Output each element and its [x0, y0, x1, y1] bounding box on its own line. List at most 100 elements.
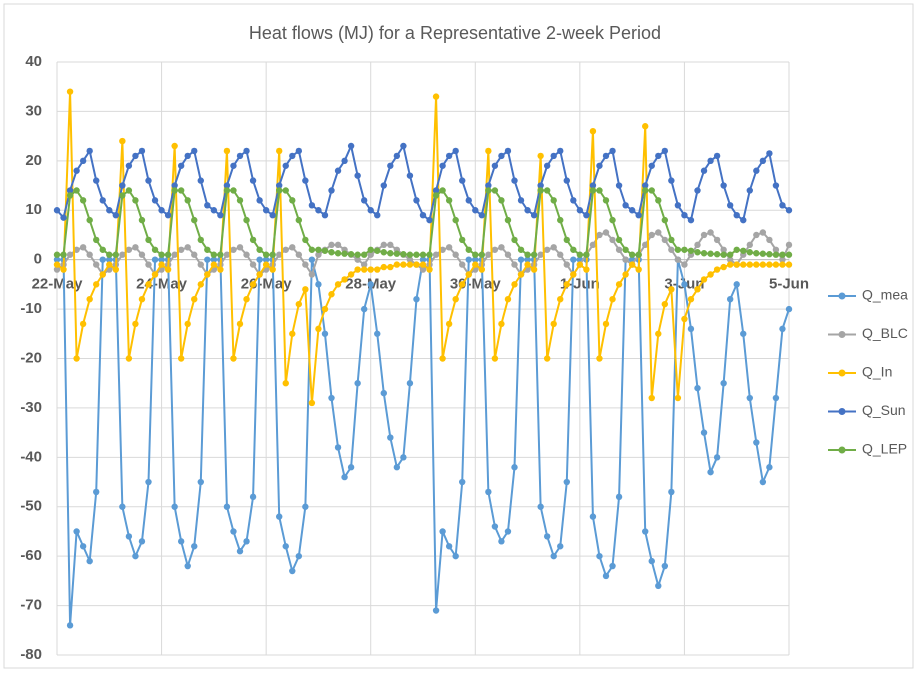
data-point: [576, 251, 584, 258]
data-point: [125, 162, 133, 169]
data-point: [60, 266, 67, 273]
data-point: [177, 246, 185, 253]
data-point: [570, 246, 577, 253]
data-point: [86, 296, 93, 303]
data-point: [655, 197, 662, 204]
data-point: [236, 152, 244, 160]
data-point: [779, 325, 786, 333]
data-point: [615, 281, 623, 288]
data-point: [145, 281, 152, 288]
data-point: [504, 296, 512, 303]
data-point: [648, 557, 655, 565]
data-point: [557, 296, 564, 303]
data-point: [759, 229, 767, 236]
data-point: [99, 256, 106, 263]
data-point: [308, 256, 316, 263]
data-point: [341, 250, 348, 257]
data-point: [334, 167, 342, 174]
data-point: [308, 246, 316, 253]
data-point: [204, 202, 211, 209]
data-point: [465, 197, 472, 204]
data-point: [210, 261, 218, 268]
data-point: [197, 177, 204, 184]
data-point: [602, 572, 610, 580]
data-point: [119, 192, 126, 199]
data-point: [707, 468, 714, 476]
data-point: [550, 552, 557, 560]
data-point: [276, 187, 283, 194]
data-point: [93, 488, 100, 496]
y-tick-label: 10: [25, 201, 42, 218]
data-point: [66, 187, 74, 194]
data-point: [367, 251, 374, 258]
data-point: [472, 256, 479, 263]
data-point: [99, 197, 106, 204]
data-point: [779, 256, 786, 263]
data-point: [93, 177, 100, 184]
data-point: [191, 216, 198, 224]
data-point: [145, 236, 152, 244]
data-point: [700, 167, 708, 174]
data-point: [668, 246, 675, 253]
data-point: [753, 231, 760, 239]
data-point: [609, 236, 616, 244]
data-point: [517, 197, 525, 204]
data-point: [262, 251, 270, 258]
data-point: [439, 355, 446, 362]
data-point: [243, 147, 250, 155]
data-point: [432, 187, 440, 194]
data-point: [537, 182, 544, 189]
legend-label: Q_mea: [862, 287, 908, 303]
data-point: [550, 197, 557, 204]
data-point: [321, 305, 329, 313]
data-point: [452, 251, 459, 258]
data-point: [171, 251, 178, 258]
data-point: [537, 251, 544, 258]
data-point: [459, 478, 466, 486]
data-point: [524, 251, 531, 258]
data-point: [204, 246, 211, 253]
data-point: [642, 123, 649, 130]
legend-label: Q_Sun: [862, 402, 906, 418]
x-tick-label: 30-May: [450, 276, 502, 293]
data-point: [236, 244, 244, 251]
data-point: [249, 493, 257, 501]
y-tick-label: -80: [20, 646, 42, 663]
data-point: [289, 152, 296, 160]
data-point: [93, 261, 100, 268]
data-point: [315, 251, 322, 258]
data-point: [334, 281, 342, 288]
data-point: [243, 538, 250, 545]
data-point: [99, 246, 106, 253]
data-point: [478, 251, 486, 258]
data-point: [112, 266, 120, 273]
data-point: [779, 202, 786, 209]
legend-marker: [838, 331, 846, 338]
data-point: [321, 211, 329, 219]
data-point: [86, 557, 93, 565]
data-point: [354, 172, 361, 179]
data-point: [694, 249, 701, 256]
data-point: [132, 320, 139, 328]
data-point: [413, 261, 420, 268]
data-point: [439, 246, 446, 253]
data-point: [465, 271, 472, 278]
data-point: [282, 162, 289, 169]
data-point: [550, 320, 557, 328]
data-point: [328, 394, 335, 402]
data-point: [354, 380, 361, 387]
data-point: [491, 187, 499, 194]
data-point: [726, 296, 734, 303]
data-point: [282, 380, 289, 387]
data-point: [354, 256, 361, 263]
data-point: [419, 266, 427, 273]
data-point: [432, 93, 440, 100]
data-point: [720, 380, 727, 387]
data-point: [785, 261, 793, 268]
data-point: [341, 276, 348, 283]
data-point: [668, 488, 675, 496]
data-point: [452, 147, 459, 155]
data-point: [628, 207, 636, 214]
legend-marker: [838, 369, 846, 377]
data-point: [106, 261, 113, 268]
